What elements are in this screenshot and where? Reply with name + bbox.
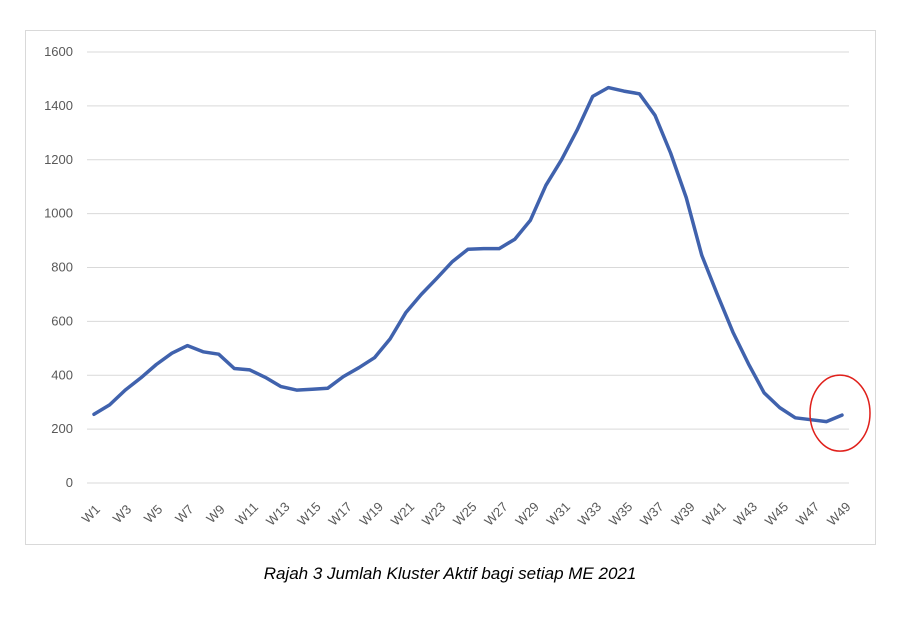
y-tick-label: 1600 [44,44,73,59]
figure-caption: Rajah 3 Jumlah Kluster Aktif bagi setiap… [263,564,637,583]
series-line [92,85,844,424]
y-tick-label: 800 [51,260,73,275]
y-tick-label: 0 [66,475,73,490]
x-tick-label: W43 [731,499,761,529]
x-tick-label: W21 [388,499,418,529]
chart-frame: 0 200 400 600 800 1000 1200 1400 1600 W1 W3 W5 W7 W9… [25,30,876,545]
y-tick-label: 1200 [44,152,73,167]
x-tick-label: W11 [232,499,261,528]
x-tick-label: W47 [793,499,823,529]
line-chart: 0 200 400 600 800 1000 1200 1400 1600 W1 W3 W5 W7 W9… [44,44,871,529]
x-tick-label: W5 [141,502,165,526]
x-tick-label: W9 [203,502,227,526]
x-tick-label: W45 [762,499,792,529]
x-tick-label: W29 [512,499,542,529]
y-tick-label: 1000 [44,206,73,221]
y-tick-label: 1400 [44,98,73,113]
y-tick-label: 600 [51,313,73,328]
x-tick-label: W37 [637,499,667,529]
x-tick-label: W13 [263,499,293,529]
x-tick-label: W27 [481,499,511,529]
x-tick-label: W17 [325,499,355,529]
x-tick-label: W41 [699,499,729,529]
gridlines [87,51,849,484]
x-tick-label: W1 [79,502,103,526]
x-tick-label: W49 [824,499,854,529]
x-tick-label: W39 [668,499,698,529]
y-tick-label: 200 [51,421,73,436]
y-tick-label: 400 [51,367,73,382]
x-tick-label: W25 [450,499,480,529]
x-tick-label: W33 [575,499,605,529]
y-axis-ticks: 0 200 400 600 800 1000 1200 1400 1600 [44,44,73,490]
x-tick-label: W15 [294,499,324,529]
x-tick-label: W23 [419,499,449,529]
series-layer [92,85,844,424]
x-axis-ticks: W1 W3 W5 W7 W9 W11 W13 W15 W17 W19 W21 W23 W25 W27 W29… [79,499,854,529]
annotation-layer [809,374,871,452]
x-tick-label: W3 [110,502,134,526]
x-tick-label: W7 [172,502,196,526]
highlight-circle [809,374,871,452]
x-tick-label: W35 [606,499,636,529]
x-tick-label: W31 [544,499,574,529]
x-tick-label: W19 [357,499,387,529]
